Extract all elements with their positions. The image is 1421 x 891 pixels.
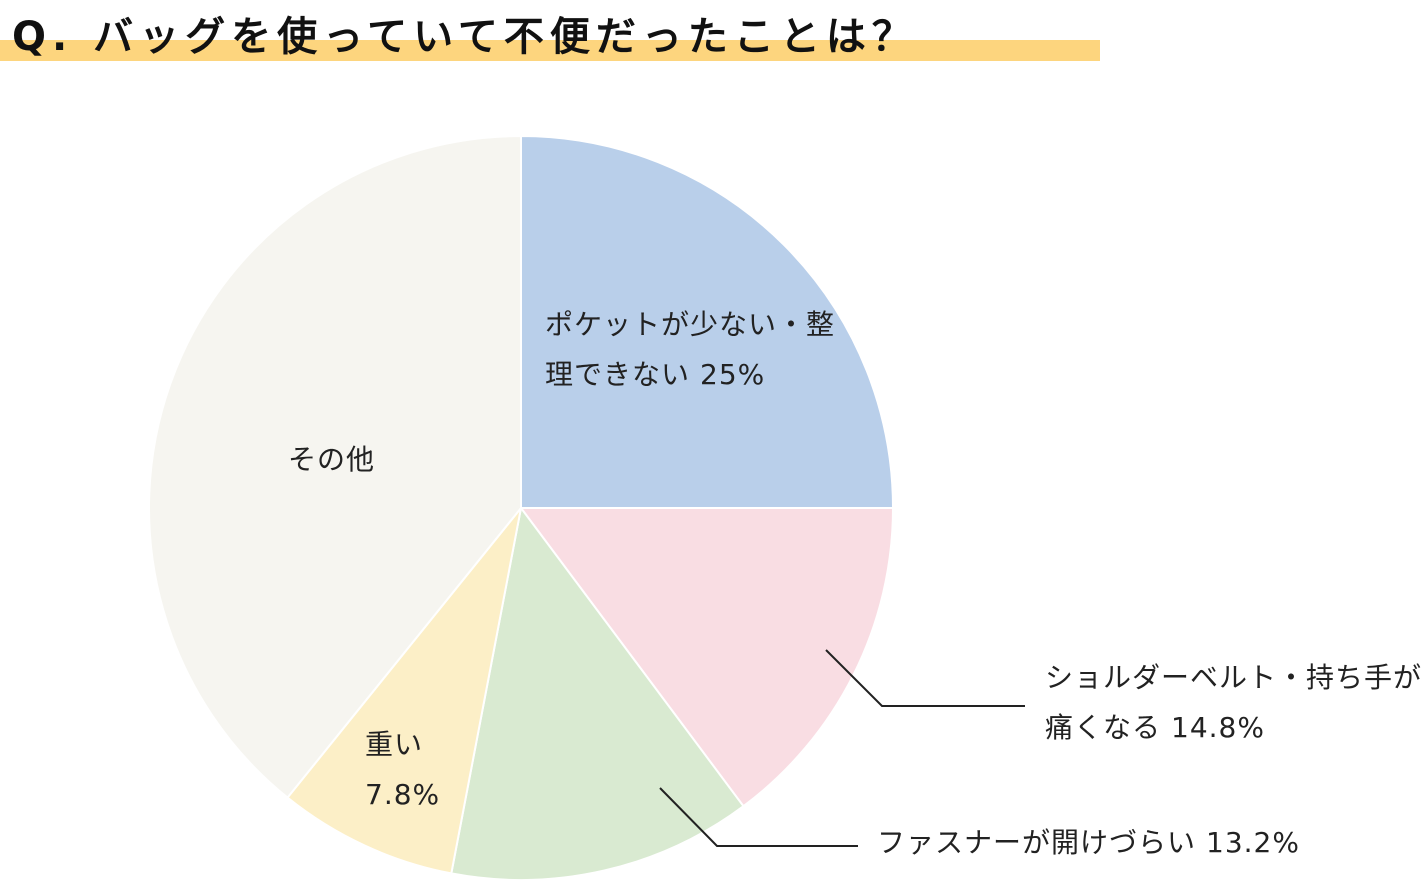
slice-label: ファスナーが開けづらい 13.2% <box>877 818 1397 868</box>
pie-slice <box>519 507 895 808</box>
chart-title: Q. バッグを使っていて不便だったことは？ <box>12 14 918 60</box>
value-label: 25% <box>700 358 766 391</box>
value-label: 14.8% <box>1171 711 1265 744</box>
value-label: 13.2% <box>1206 826 1300 859</box>
slice-label: 重い 7.8% <box>365 720 485 820</box>
slice-label: ショルダーベルト・持ち手が痛くなる 14.8% <box>1045 653 1421 753</box>
category-label: ポケットが少ない・整理できない <box>545 308 836 391</box>
category-label: ファスナーが開けづらい <box>877 826 1197 859</box>
slice-label: ポケットが少ない・整理できない 25% <box>545 300 835 400</box>
pie-slice <box>148 134 522 799</box>
pie-slice <box>286 507 522 875</box>
leader-line <box>825 649 1025 707</box>
category-label: ショルダーベルト・持ち手が痛くなる <box>1045 661 1421 744</box>
title-underline <box>0 40 1100 61</box>
pie <box>148 134 895 881</box>
leader-line <box>659 787 858 847</box>
category-label: 重い <box>365 728 424 761</box>
category-label: その他 <box>288 443 376 476</box>
pie-slice <box>520 134 895 509</box>
slice-label: その他 <box>288 435 438 485</box>
value-label: 7.8% <box>365 778 441 811</box>
pie-slice <box>450 505 745 881</box>
